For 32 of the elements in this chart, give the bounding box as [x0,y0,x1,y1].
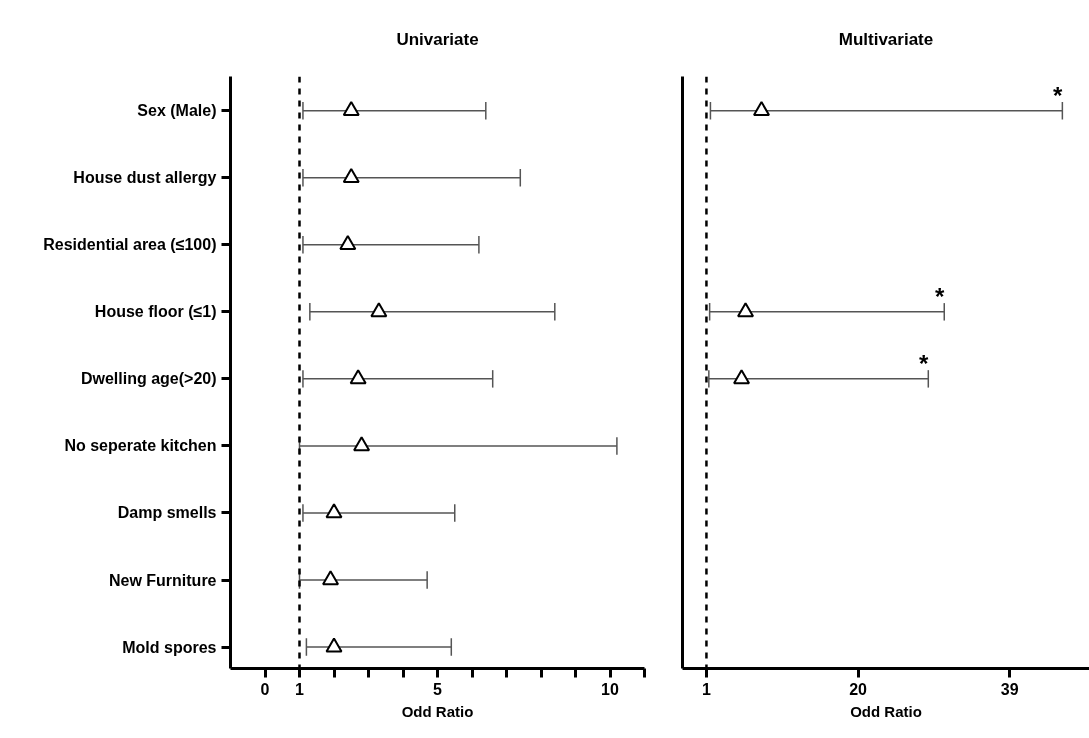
annotation: * [1053,81,1064,109]
y-tick-label: Mold spores [122,638,217,656]
y-tick-label: Residential area (≤100) [43,236,217,254]
point [325,503,343,519]
y-tick-label: House floor (≤1) [94,303,217,321]
y-tick-label: Dwelling age(>20) [80,370,217,388]
y-tick-label: Damp smells [117,504,217,522]
x-tick-label: 20 [849,680,868,698]
x-tick-label: 1 [295,680,305,698]
y-tick-label: House dust allergy [73,169,217,187]
point [353,436,371,452]
chart-title: Univariate [396,30,479,49]
y-tick-label: New Furniture [108,571,217,589]
point [322,570,340,586]
y-tick-label: No seperate kitchen [64,437,217,455]
x-axis-title: Odd Ratio [401,702,474,720]
x-tick-label: 10 [601,680,619,698]
x-tick-label: 5 [433,680,443,698]
annotation: * [918,349,929,377]
x-axis-title: Odd Ratio [850,702,922,720]
annotation: * [934,282,945,310]
point [342,168,360,184]
chart-title: Multivariate [838,30,934,49]
point [349,369,367,385]
point [370,302,388,318]
x-tick-label: 39 [1000,680,1019,698]
point [342,101,360,117]
point [339,235,357,251]
y-tick-label: Sex (Male) [137,102,217,120]
point [325,637,343,653]
x-tick-label: 1 [701,680,711,698]
x-tick-label: 0 [260,680,270,698]
